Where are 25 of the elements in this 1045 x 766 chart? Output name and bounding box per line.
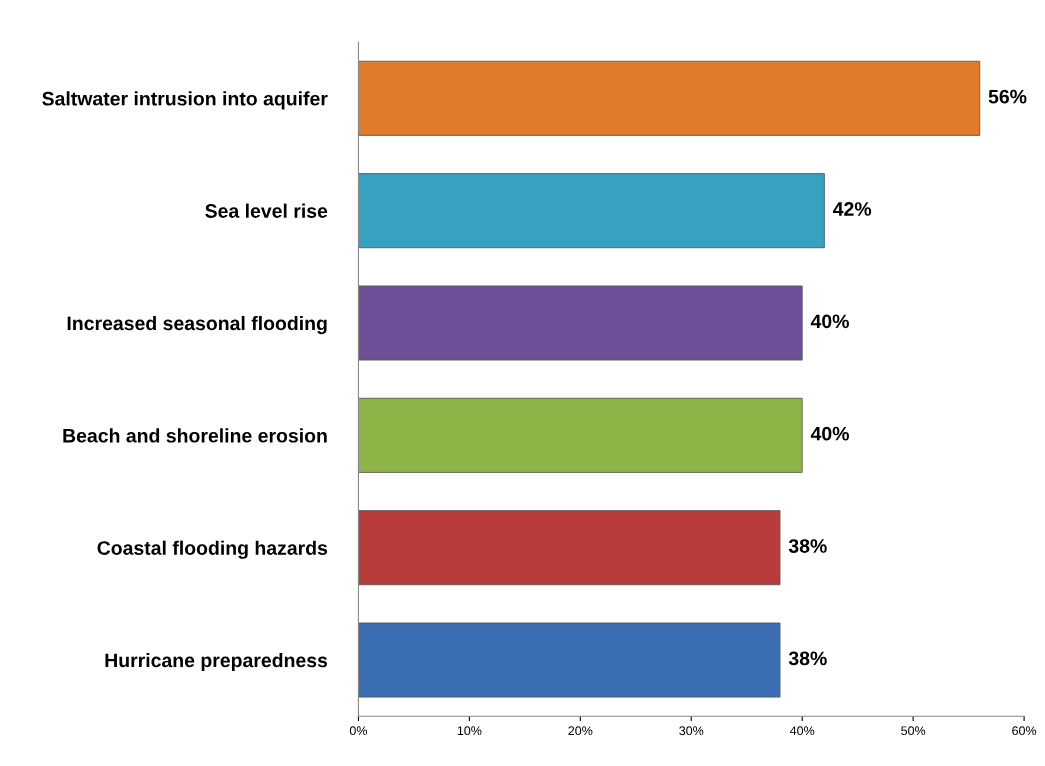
x-tick-label: 30% (679, 726, 704, 736)
y-tick-label: Beach and shoreline erosion (63, 428, 327, 443)
data-label: 40% (810, 314, 849, 329)
x-tick-label: 50% (901, 726, 926, 736)
bar (358, 510, 781, 586)
y-tick-label: Saltwater intrusion into aquifer (42, 91, 328, 110)
bar (358, 60, 981, 136)
bar (358, 173, 825, 249)
y-tick-label: Coastal flooding hazards (97, 540, 328, 559)
x-tick-label: 40% (789, 726, 815, 736)
data-label: 42% (833, 202, 872, 216)
bar (358, 285, 803, 361)
data-label: 56% (988, 89, 1027, 104)
y-tick-label: Increased seasonal flooding (67, 315, 327, 335)
data-label: 38% (788, 539, 827, 553)
x-tick-label: 60% (1012, 726, 1037, 736)
data-label: 40% (810, 426, 849, 441)
data-label: 38% (788, 651, 827, 666)
x-tick-label: 10% (457, 726, 482, 736)
x-tick-label: 20% (568, 726, 593, 736)
x-tick-label: 0% (349, 726, 368, 736)
y-tick-label: Sea level rise (205, 203, 328, 218)
bar (358, 622, 781, 698)
bar (358, 397, 803, 473)
y-tick-label: Hurricane preparedness (105, 652, 328, 672)
